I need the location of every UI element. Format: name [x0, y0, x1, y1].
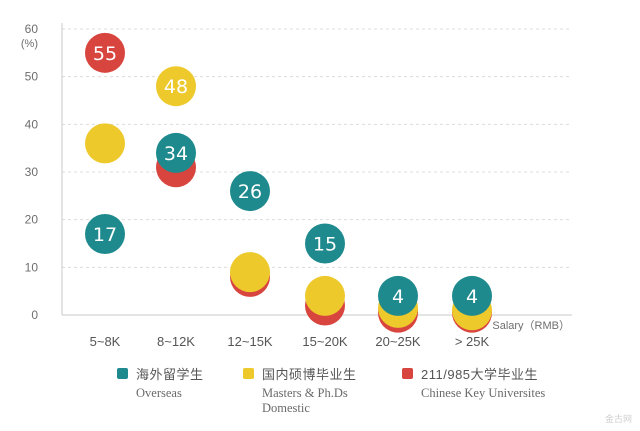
y-tick-label: 30 [25, 165, 39, 179]
point-ovs-label: 4 [466, 286, 478, 308]
legend-swatch-domestic [243, 368, 254, 379]
point-ovs-label: 34 [164, 143, 188, 165]
legend-key-universities: 211/985大学毕业生 Chinese Key Universites [402, 364, 545, 401]
point-dom-label: 48 [164, 76, 188, 98]
legend-key-en: Chinese Key Universites [421, 386, 546, 400]
point-ovs-label: 4 [392, 286, 404, 308]
x-tick-label: 12~15K [227, 334, 273, 349]
x-tick-label: 20~25K [375, 334, 421, 349]
legend-overseas-en: Overseas [136, 386, 182, 400]
legend-overseas: 海外留学生 Overseas [117, 364, 204, 401]
point-ovs [378, 275, 418, 316]
x-tick-label: 15~20K [302, 334, 348, 349]
point-ovs [452, 275, 492, 316]
watermark: 金古网 [604, 415, 632, 425]
point-key [85, 32, 125, 73]
legend-domestic-en-line2: Domestic [262, 401, 310, 415]
legend-domestic: 国内硕博毕业生 Masters & Ph.Ds Domestic [243, 364, 357, 416]
legend-overseas-zh: 海外留学生 [136, 367, 204, 382]
point-ovs [305, 223, 345, 264]
point-ovs [85, 213, 125, 254]
x-tick-label: > 25K [455, 334, 490, 349]
point-dom [156, 66, 196, 107]
x-axis-label: Salary（RMB） [492, 319, 570, 332]
y-tick-label: 60 [25, 22, 39, 36]
y-tick-label: 50 [25, 70, 39, 84]
point-ovs-label: 26 [238, 181, 262, 203]
legend-swatch-key-universities [402, 368, 413, 379]
legend-swatch-overseas [117, 368, 128, 379]
legend-domestic-en-line1: Masters & Ph.Ds [262, 386, 348, 400]
point-ovs-label: 17 [93, 224, 117, 246]
point-dom [305, 275, 345, 316]
point-ovs [230, 171, 270, 212]
y-unit-label: (%) [21, 38, 38, 50]
point-dom [85, 123, 125, 164]
y-tick-label: 0 [31, 308, 38, 322]
point-key-label: 55 [93, 43, 117, 65]
legend-domestic-zh: 国内硕博毕业生 [262, 367, 357, 382]
y-tick-label: 40 [25, 117, 39, 131]
point-ovs [156, 132, 196, 173]
x-tick-label: 5~8K [90, 334, 121, 349]
legend-key-zh: 211/985大学毕业生 [421, 367, 539, 382]
x-tick-label: 8~12K [157, 334, 195, 349]
y-tick-label: 10 [25, 260, 39, 274]
y-tick-label: 20 [25, 213, 39, 227]
point-ovs-label: 15 [313, 234, 337, 256]
point-dom [230, 252, 270, 293]
